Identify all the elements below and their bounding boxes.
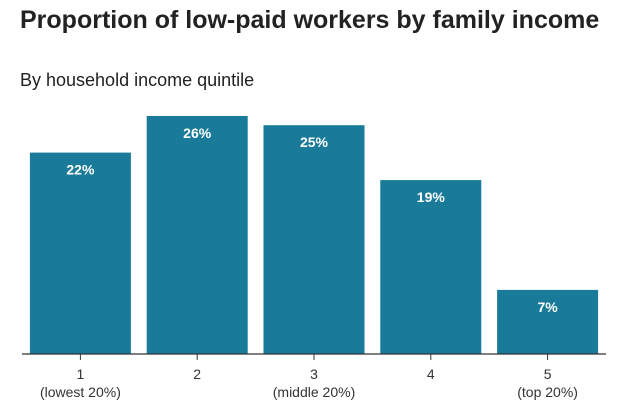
x-tick-label-4: 4	[427, 366, 435, 382]
chart-subtitle: By household income quintile	[20, 70, 255, 90]
bars-group	[29, 116, 599, 354]
x-tick-sublabel-1: (lowest 20%)	[40, 384, 121, 400]
x-tick-label-5: 5	[544, 366, 552, 382]
bar-5	[497, 289, 599, 354]
x-tick-sublabel-3: (middle 20%)	[273, 384, 355, 400]
x-ticks-group	[79, 354, 549, 360]
x-tick-sublabel-5: (top 20%)	[517, 384, 578, 400]
chart-title: Proportion of low-paid workers by family…	[20, 6, 600, 34]
bar-value-label-5: 7%	[537, 299, 558, 315]
x-tick-label-1: 1	[77, 366, 85, 382]
x-tick-label-2: 2	[193, 366, 201, 382]
x-tick-label-3: 3	[310, 366, 318, 382]
bar-value-label-2: 26%	[183, 125, 212, 141]
x-tick-labels-group: 1 (lowest 20%) 2 3 (middle 20%) 4 5 (top 20%)	[40, 366, 578, 400]
bar-value-label-1: 22%	[66, 162, 95, 178]
bar-value-label-3: 25%	[300, 134, 329, 150]
bar-3	[263, 125, 365, 354]
bar-4	[380, 180, 482, 354]
bar-labels-group: 22% 26% 25% 19% 7%	[66, 125, 558, 315]
bar-value-label-4: 19%	[417, 189, 446, 205]
bar-2	[146, 116, 248, 354]
bar-1	[29, 152, 131, 354]
